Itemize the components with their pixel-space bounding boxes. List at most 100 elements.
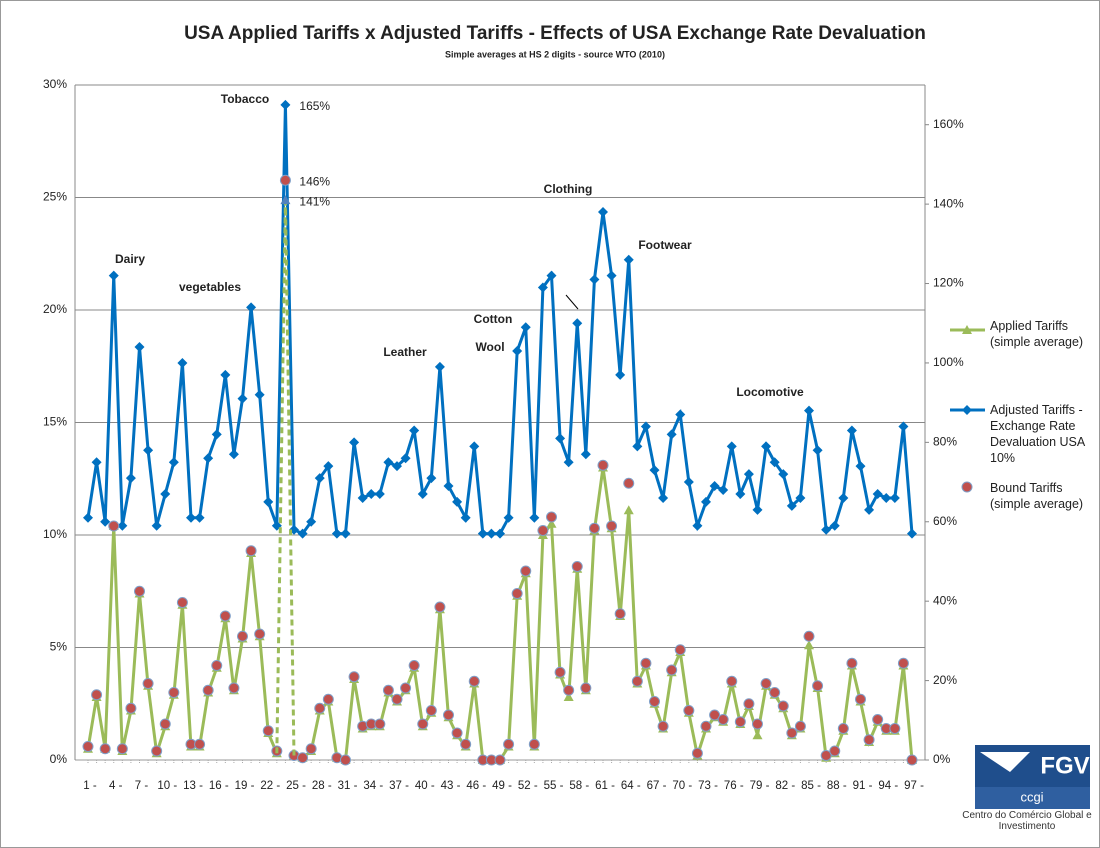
point [314, 702, 326, 714]
point [666, 664, 678, 676]
point [640, 421, 651, 432]
point [417, 718, 429, 730]
point [134, 585, 145, 597]
x-tick-label: 16 - [209, 780, 229, 792]
point [254, 628, 266, 640]
point [134, 342, 145, 353]
x-tick-label: 22 - [260, 780, 280, 792]
point [752, 504, 763, 515]
annotation: Cotton [474, 312, 513, 326]
point [168, 457, 179, 468]
point [374, 718, 386, 730]
point [408, 660, 420, 671]
y2-tick-label: 60% [933, 514, 957, 528]
point [615, 369, 626, 380]
point [228, 449, 239, 460]
point [666, 429, 677, 440]
point [623, 254, 634, 265]
point [691, 747, 703, 759]
point [469, 441, 480, 452]
chart-subtitle: Simple averages at HS 2 digits - source … [445, 49, 665, 59]
point [503, 738, 515, 750]
point [632, 441, 643, 452]
point [83, 512, 93, 523]
point [82, 741, 94, 752]
point [460, 512, 471, 523]
point [863, 734, 875, 746]
point [649, 696, 660, 707]
point [194, 512, 205, 523]
point [717, 714, 729, 725]
point [279, 174, 291, 186]
point [803, 630, 815, 642]
y2-tick-label: 0% [933, 752, 951, 766]
point [528, 738, 540, 750]
data-label: 141% [299, 194, 330, 208]
point [392, 461, 402, 472]
point [846, 425, 857, 436]
point [683, 477, 694, 488]
x-tick-label: 46 - [466, 780, 486, 792]
point [262, 725, 274, 737]
dashed-link [275, 200, 287, 754]
annotation: Leather [383, 345, 427, 359]
x-tick-label: 49 - [492, 780, 512, 792]
point [280, 99, 291, 110]
point [151, 745, 163, 757]
point [623, 477, 635, 489]
point [495, 528, 505, 539]
point [125, 473, 136, 484]
point [864, 504, 875, 515]
x-tick-label: 82 - [775, 780, 795, 792]
point [778, 469, 789, 480]
point [366, 488, 377, 499]
annotation: Tobacco [221, 92, 269, 106]
point [701, 496, 711, 507]
point [374, 488, 385, 499]
point [752, 718, 763, 730]
point [537, 525, 549, 536]
point [649, 465, 660, 476]
data-label: 146% [299, 174, 330, 188]
point [117, 520, 128, 531]
point [108, 270, 119, 281]
point [598, 207, 608, 218]
x-tick-label: 64 - [621, 780, 641, 792]
point [142, 678, 154, 689]
point [961, 481, 973, 493]
point [331, 528, 342, 539]
point [409, 425, 420, 436]
point [606, 270, 617, 281]
point [855, 461, 866, 472]
point [571, 561, 583, 572]
point [460, 738, 472, 750]
point [306, 516, 317, 527]
point [348, 671, 360, 683]
annotation: Locomotive [736, 385, 804, 399]
point [812, 445, 823, 456]
point [760, 678, 772, 689]
point [297, 528, 308, 539]
x-tick-label: 25 - [286, 780, 306, 792]
point [323, 461, 334, 472]
point [837, 723, 849, 734]
y-tick-label: 0% [50, 752, 68, 766]
point [194, 738, 206, 750]
point [881, 492, 892, 503]
point [631, 675, 643, 687]
point [91, 457, 102, 468]
point [237, 393, 248, 404]
point [589, 274, 600, 285]
point [777, 700, 789, 712]
logo-unit: ccgi [1020, 789, 1043, 804]
x-tick-label: 52 - [518, 780, 538, 792]
chart-title: USA Applied Tariffs x Adjusted Tariffs -… [184, 23, 926, 44]
point [726, 675, 738, 687]
point [821, 524, 832, 535]
point [614, 608, 626, 620]
point [838, 492, 849, 503]
point [761, 441, 772, 452]
point [99, 743, 111, 755]
point [477, 528, 488, 539]
annotation: Clothing [544, 182, 593, 196]
